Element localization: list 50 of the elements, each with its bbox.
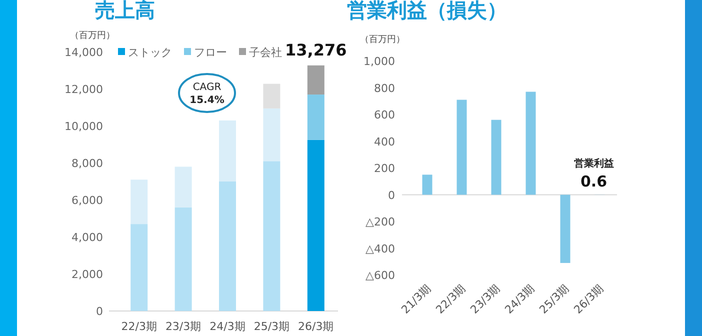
y-tick-label: 4,000 — [72, 231, 103, 244]
y-tick-label: 0 — [388, 188, 395, 202]
y-tick-label: 6,000 — [72, 194, 103, 207]
y-tick-label: 12,000 — [64, 83, 103, 96]
bar — [130, 180, 148, 224]
legend-label: ストック — [128, 46, 172, 59]
bar — [307, 94, 324, 140]
y-axis-title: （百万円） — [360, 35, 405, 45]
annotation: 15.4% — [190, 95, 224, 106]
total-label: 13,276 — [285, 40, 347, 60]
bar — [422, 174, 432, 195]
bar — [174, 166, 192, 208]
y-tick-label: △200 — [366, 216, 395, 228]
legend-label: フロー — [194, 46, 227, 59]
y-tick-label: △600 — [366, 269, 395, 282]
x-tick-label: 25/3期 — [254, 320, 290, 333]
y-tick-label: 0 — [96, 305, 103, 318]
y-tick-label: 200 — [374, 162, 395, 175]
bar — [526, 92, 536, 195]
bar — [174, 207, 192, 311]
bar — [491, 120, 502, 195]
x-tick-label: 22/3期 — [121, 320, 157, 333]
bar — [560, 194, 570, 263]
y-axis-title: （百万円） — [70, 31, 115, 41]
y-tick-label: 800 — [374, 82, 395, 95]
chart-title: 営業利益（損失） — [347, 0, 507, 22]
bar — [219, 120, 236, 182]
y-tick-label: 14,000 — [64, 46, 103, 59]
text: 0.6 — [580, 172, 608, 191]
y-tick-label: 400 — [374, 135, 395, 148]
y-tick-label: 8,000 — [72, 157, 103, 170]
y-tick-label: 2,000 — [72, 268, 103, 281]
bar — [130, 224, 148, 311]
bar — [263, 108, 280, 162]
bar — [219, 182, 236, 311]
bar — [456, 100, 467, 195]
bar — [307, 65, 324, 95]
x-tick-label: 24/3期 — [210, 320, 246, 333]
annotation: 営業利益 — [574, 158, 614, 170]
y-tick-label: 600 — [374, 108, 395, 122]
bar — [307, 140, 324, 311]
bar — [263, 84, 280, 108]
y-tick-label: 10,000 — [64, 120, 103, 133]
bar — [263, 161, 280, 311]
legend-label: 子会社 — [249, 46, 282, 59]
y-tick-label: △400 — [366, 242, 395, 256]
x-tick-label: 26/3期 — [298, 320, 334, 333]
annotation: CAGR — [192, 82, 222, 93]
x-tick-label: 23/3期 — [165, 320, 202, 333]
y-tick-label: 1,000 — [364, 55, 395, 68]
